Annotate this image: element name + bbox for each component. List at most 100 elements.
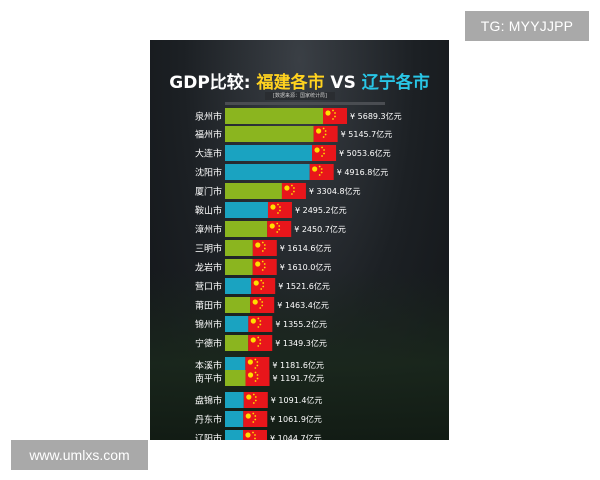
bar xyxy=(225,259,253,275)
bar xyxy=(225,221,268,237)
city-label: 福州市 xyxy=(195,129,222,141)
bar xyxy=(225,278,252,294)
city-label: 宁德市 xyxy=(195,338,222,350)
china-flag-icon xyxy=(245,357,270,373)
bar-row-6: 漳州市 ¥ 2450.7亿元 xyxy=(195,221,346,237)
bar xyxy=(225,145,313,161)
china-flag-icon xyxy=(243,411,268,427)
city-label: 厦门市 xyxy=(195,186,222,198)
bar-row-5: 鞍山市 ¥ 2495.2亿元 xyxy=(195,202,347,218)
value-label: ¥ 1463.4亿元 xyxy=(277,300,329,310)
value-label: ¥ 1044.7亿元 xyxy=(270,433,322,440)
bar-row-4: 厦门市 ¥ 3304.8亿元 xyxy=(195,183,361,199)
bar xyxy=(225,316,249,332)
china-flag-icon xyxy=(313,126,338,142)
city-label: 莆田市 xyxy=(195,300,222,312)
city-label: 辽阳市 xyxy=(195,433,222,441)
value-label: ¥ 2450.7亿元 xyxy=(294,224,346,234)
city-label: 漳州市 xyxy=(195,224,222,236)
bar-row-0: 泉州市 ¥ 5689.3亿元 xyxy=(195,108,402,124)
site-watermark-badge: www.umlxs.com xyxy=(11,440,148,470)
china-flag-icon xyxy=(267,202,292,218)
bar xyxy=(225,183,282,199)
bar xyxy=(225,202,268,218)
china-flag-icon xyxy=(248,335,273,351)
value-label: ¥ 1610.0亿元 xyxy=(280,262,332,272)
city-label: 锦州市 xyxy=(195,319,222,331)
value-label: ¥ 1091.4亿元 xyxy=(271,395,323,405)
value-label: ¥ 1521.6亿元 xyxy=(278,281,330,291)
bar xyxy=(225,297,251,313)
china-flag-icon xyxy=(243,392,268,408)
city-label: 南平市 xyxy=(195,373,222,385)
city-label: 龙岩市 xyxy=(195,262,222,274)
china-flag-icon xyxy=(323,108,347,124)
bar xyxy=(225,108,323,124)
title-liaoning: 辽宁各市 xyxy=(361,73,430,93)
city-label: 营口市 xyxy=(195,281,222,293)
bar-row-13: 本溪市 ¥ 1181.6亿元 xyxy=(195,357,324,373)
bar xyxy=(225,430,243,440)
bar-row-17: 辽阳市 ¥ 1044.7亿元 xyxy=(195,430,322,440)
china-flag-icon xyxy=(242,430,267,440)
china-flag-icon xyxy=(252,240,277,256)
city-label: 大连市 xyxy=(195,148,222,160)
bar-row-11: 锦州市 ¥ 1355.2亿元 xyxy=(195,316,327,332)
chart-panel: GDP比较: 福建各市 VS 辽宁各市 [数据来源：国家统计局] 泉州市 ¥ 56… xyxy=(150,40,449,440)
city-label: 丹东市 xyxy=(195,414,222,426)
bar xyxy=(225,335,249,351)
value-label: ¥ 1181.6亿元 xyxy=(272,360,324,370)
china-flag-icon xyxy=(245,370,270,386)
city-label: 本溪市 xyxy=(195,360,222,372)
city-label: 三明市 xyxy=(195,243,222,255)
axis-strip xyxy=(225,102,385,105)
china-flag-icon xyxy=(312,145,337,161)
value-label: ¥ 1191.7亿元 xyxy=(273,373,325,383)
bar xyxy=(225,392,244,408)
city-label: 沈阳市 xyxy=(195,167,222,179)
value-label: ¥ 1349.3亿元 xyxy=(275,338,327,348)
bar-row-9: 营口市 ¥ 1521.6亿元 xyxy=(195,278,330,294)
bar xyxy=(225,370,246,386)
value-label: ¥ 3304.8亿元 xyxy=(309,186,361,196)
title-fujian: 福建各市 xyxy=(256,73,325,93)
bar xyxy=(225,240,253,256)
bar-row-12: 宁德市 ¥ 1349.3亿元 xyxy=(195,335,327,351)
bar xyxy=(225,357,246,373)
title-vs: VS xyxy=(330,73,356,93)
bar xyxy=(225,126,314,142)
china-flag-icon xyxy=(281,183,306,199)
value-label: ¥ 5689.3亿元 xyxy=(350,111,402,121)
bar-row-16: 丹东市 ¥ 1061.9亿元 xyxy=(195,411,322,427)
bar xyxy=(225,411,244,427)
bar-row-7: 三明市 ¥ 1614.6亿元 xyxy=(195,240,331,256)
chart-title: GDP比较: 福建各市 VS 辽宁各市 xyxy=(150,68,449,93)
bar xyxy=(225,164,310,180)
value-label: ¥ 5145.7亿元 xyxy=(341,129,393,139)
china-flag-icon xyxy=(251,278,276,294)
china-flag-icon xyxy=(309,164,334,180)
value-label: ¥ 1614.6亿元 xyxy=(280,243,332,253)
bar-row-2: 大连市 ¥ 5053.6亿元 xyxy=(195,145,391,161)
value-label: ¥ 2495.2亿元 xyxy=(295,205,347,215)
title-prefix: GDP比较: xyxy=(169,73,251,93)
bar-row-1: 福州市 ¥ 5145.7亿元 xyxy=(195,126,392,142)
data-source-note: [数据来源：国家统计局] xyxy=(265,92,335,100)
bar-row-15: 盘锦市 ¥ 1091.4亿元 xyxy=(195,392,322,408)
china-flag-icon xyxy=(252,259,277,275)
china-flag-icon xyxy=(267,221,292,237)
bar-row-8: 龙岩市 ¥ 1610.0亿元 xyxy=(195,259,331,275)
china-flag-icon xyxy=(248,316,273,332)
bar-row-10: 莆田市 ¥ 1463.4亿元 xyxy=(195,297,329,313)
city-label: 盘锦市 xyxy=(195,395,222,407)
bar-row-3: 沈阳市 ¥ 4916.8亿元 xyxy=(195,164,388,180)
value-label: ¥ 4916.8亿元 xyxy=(337,167,389,177)
bar-row-14: 南平市 ¥ 1191.7亿元 xyxy=(195,370,324,386)
city-label: 鞍山市 xyxy=(195,205,222,217)
city-label: 泉州市 xyxy=(195,111,222,123)
value-label: ¥ 1355.2亿元 xyxy=(275,319,327,329)
value-label: ¥ 1061.9亿元 xyxy=(270,414,322,424)
china-flag-icon xyxy=(250,297,275,313)
value-label: ¥ 5053.6亿元 xyxy=(339,148,391,158)
